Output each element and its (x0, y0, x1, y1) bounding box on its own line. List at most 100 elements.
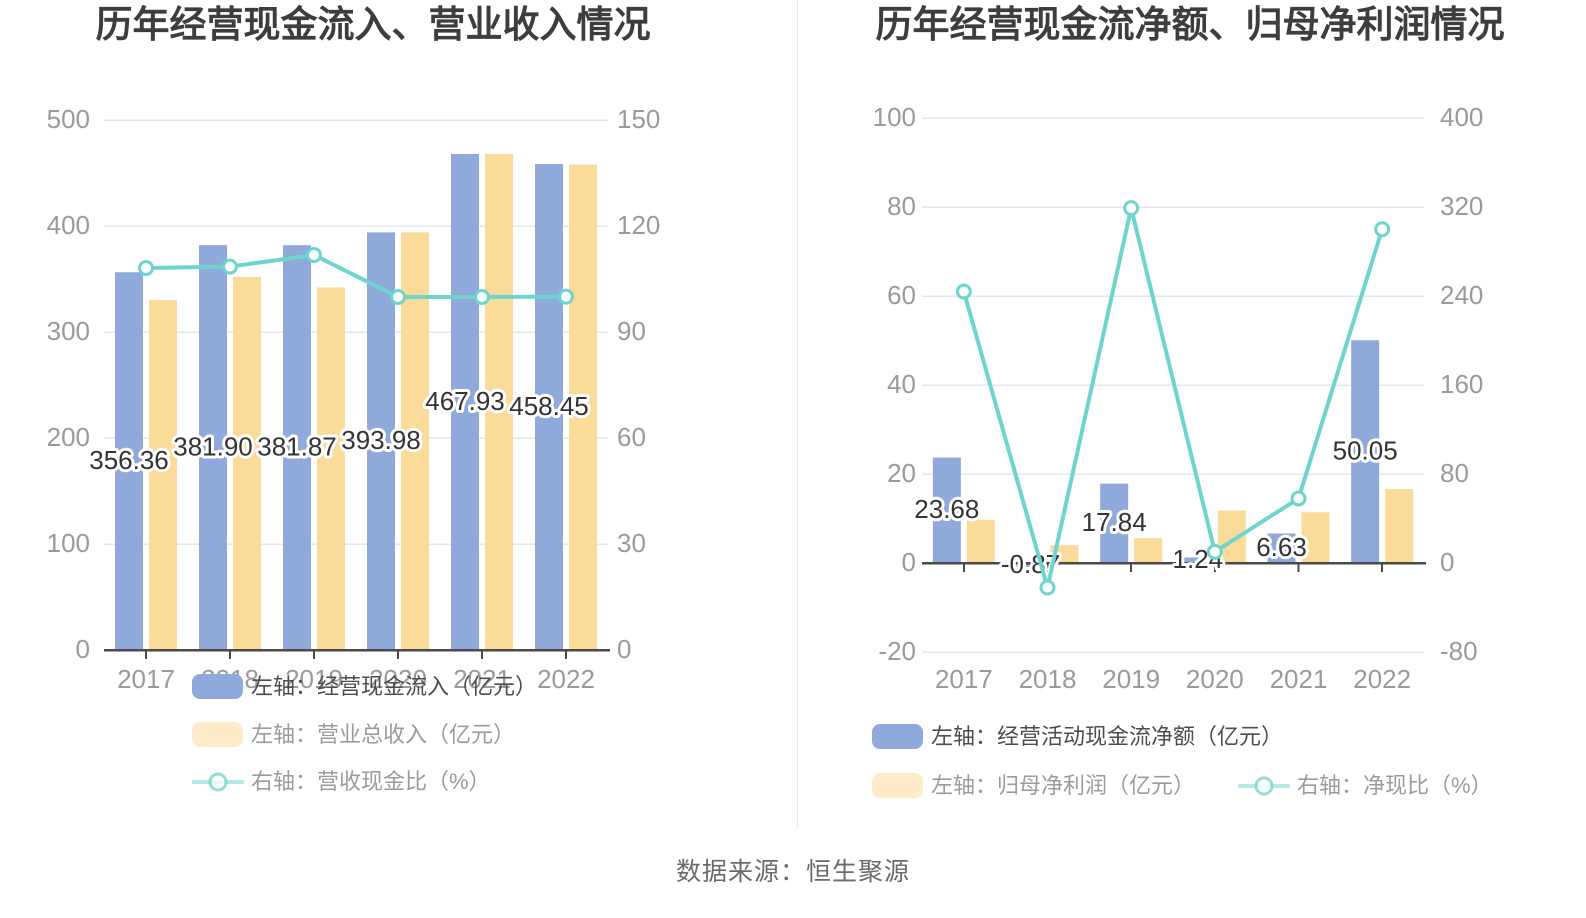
legend-bar-swatch (872, 724, 923, 749)
legend-bar-swatch (872, 773, 923, 798)
bar-value-label: 393.98 (341, 425, 421, 455)
left-axis-tick-label: -20 (878, 636, 916, 666)
right-axis-tick-label: 400 (1440, 102, 1483, 132)
line-marker (138, 260, 154, 277)
bar-value-label: 23.68 (914, 494, 979, 524)
right-axis-tick-label: 30 (617, 528, 646, 558)
legend-label: 左轴：经营现金流入（亿元） (251, 674, 537, 699)
bar-value-label: 381.87 (257, 431, 337, 461)
x-axis-year-label: 2019 (285, 664, 343, 694)
bar-series1 (451, 153, 479, 650)
line-marker (1374, 221, 1391, 238)
line-marker (1123, 200, 1140, 217)
bar-series1 (199, 245, 227, 650)
legend-item[interactable]: 右轴：营收现金比（%） (192, 769, 491, 794)
right-axis-tick-label: 150 (617, 104, 660, 134)
right-axis-tick-label: 160 (1440, 369, 1483, 399)
bar-series2 (1134, 538, 1163, 563)
bar-series2 (317, 287, 345, 650)
ratio-line (144, 252, 568, 300)
right-axis-tick-label: 120 (617, 210, 660, 240)
left-axis-tick-label: 500 (47, 104, 90, 134)
x-axis-year-label: 2022 (537, 664, 595, 694)
legend-item[interactable]: 左轴：营业总收入（亿元） (192, 722, 515, 747)
legend-item[interactable]: 左轴：经营现金流入（亿元） (192, 674, 537, 699)
bar-series2 (1385, 489, 1414, 563)
x-axis-year-label: 2020 (1186, 664, 1244, 694)
bar-series1 (932, 457, 961, 563)
bar-value-label: 17.84 (1082, 507, 1147, 537)
x-axis-year-label: 2017 (935, 664, 993, 694)
bar-series1 (1183, 557, 1212, 563)
bar-value-label: 50.05 (1333, 436, 1398, 466)
legend-line-marker-icon (208, 772, 228, 792)
legend-bar-swatch (192, 674, 243, 699)
left-axis-tick-label: 40 (887, 369, 916, 399)
left-axis-tick-label: 100 (873, 102, 916, 132)
ratio-line (961, 206, 1385, 590)
right-axis-tick-label: 90 (617, 316, 646, 346)
x-axis-year-label: 2020 (369, 664, 427, 694)
line-marker (1290, 490, 1307, 507)
line-marker (1206, 543, 1223, 560)
chart-panel-2: 历年经营现金流净额、归母净利润情况 100 80 60 40 20 0 -20 400 320 24… (872, 3, 1505, 798)
bar-value-label: -0.87 (1001, 549, 1060, 579)
left-axis-tick-label: 20 (887, 458, 916, 488)
legend-bar-swatch (192, 722, 243, 747)
line-marker (1039, 579, 1056, 596)
left-axis-tick-label: 300 (47, 316, 90, 346)
bar-series1 (1351, 340, 1380, 563)
x-axis-year-label: 2019 (1102, 664, 1160, 694)
x-axis-year-label: 2017 (117, 664, 175, 694)
bar-value-label: 467.93 (425, 386, 505, 416)
line-marker (558, 288, 574, 305)
bar-series2 (569, 164, 597, 650)
bar-series1 (535, 164, 563, 650)
left-axis-tick-label: 0 (902, 547, 916, 577)
left-axis-tick-label: 0 (76, 634, 90, 664)
x-axis-year-label: 2018 (1019, 664, 1077, 694)
bar-series1 (115, 272, 143, 650)
left-axis-tick-label: 200 (47, 422, 90, 452)
x-axis-year-label: 2021 (453, 664, 511, 694)
right-axis-tick-label: 320 (1440, 191, 1483, 221)
bar-series1 (1016, 563, 1045, 567)
legend-label: 右轴：营收现金比（%） (251, 769, 491, 794)
left-axis-tick-label: 80 (887, 191, 916, 221)
bar-series1 (367, 232, 395, 650)
line-marker (955, 283, 972, 300)
left-axis-tick-label: 400 (47, 210, 90, 240)
dual-chart-canvas: 历年经营现金流入、营业收入情况5004003002001000150120906… (47, 3, 1505, 798)
bar-series2 (966, 519, 995, 563)
left-axis-tick-label: 100 (47, 528, 90, 558)
right-axis-tick-label: 0 (1440, 547, 1454, 577)
bar-value-label: 381.90 (173, 431, 253, 461)
legend-label: 右轴：净现比（%） (1297, 773, 1493, 798)
legend-item[interactable]: 右轴：净现比（%） (1238, 773, 1493, 798)
bar-series2 (233, 276, 261, 650)
right-axis-tick-label: 80 (1440, 458, 1469, 488)
line-marker (222, 258, 238, 275)
chart-title: 历年经营现金流净额、归母净利润情况 (876, 3, 1505, 45)
chart-panel-1: 历年经营现金流入、营业收入情况5004003002001000150120906… (47, 3, 661, 794)
right-axis-tick-label: 240 (1440, 280, 1483, 310)
panel-divider (797, 0, 798, 828)
bar-series2 (149, 300, 177, 650)
bar-series2 (401, 232, 429, 651)
legend-label: 左轴：营业总收入（亿元） (251, 722, 515, 747)
chart-title: 历年经营现金流入、营业收入情况 (96, 3, 651, 45)
line-marker (474, 289, 490, 306)
line-marker (390, 289, 406, 306)
legend-line-marker-icon (1254, 776, 1274, 796)
legend-item[interactable]: 左轴：归母净利润（亿元） (872, 773, 1195, 798)
line-marker (306, 246, 322, 263)
legend-label: 左轴：经营活动现金流净额（亿元） (931, 724, 1283, 749)
x-axis-year-label: 2022 (1353, 664, 1411, 694)
bar-series1 (283, 245, 311, 650)
bar-value-label: 6.63 (1256, 532, 1307, 562)
legend-label: 左轴：归母净利润（亿元） (931, 773, 1195, 798)
bar-series1 (1100, 483, 1129, 563)
legend-item[interactable]: 左轴：经营活动现金流净额（亿元） (872, 724, 1283, 749)
data-source-note: 数据来源：恒生聚源 (675, 858, 910, 886)
